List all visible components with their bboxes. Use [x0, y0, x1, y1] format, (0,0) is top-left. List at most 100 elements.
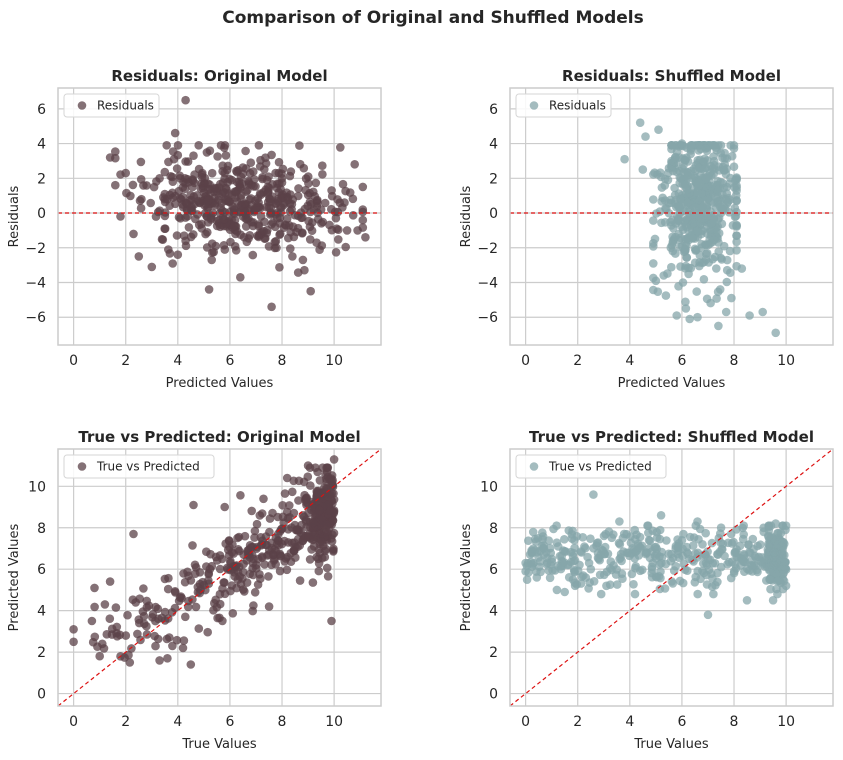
data-point	[151, 602, 160, 612]
data-point	[195, 198, 204, 207]
data-point	[651, 276, 661, 286]
data-point	[204, 285, 214, 294]
data-point	[732, 246, 741, 255]
data-point	[136, 157, 146, 167]
data-point	[353, 226, 362, 235]
data-point	[186, 203, 196, 213]
data-point	[776, 528, 786, 538]
data-point	[668, 215, 677, 225]
data-point	[303, 461, 313, 470]
data-point	[305, 222, 315, 232]
data-point	[315, 506, 324, 515]
data-point	[678, 278, 688, 287]
data-point	[649, 259, 658, 268]
data-point	[703, 554, 713, 564]
plot-frame	[509, 87, 834, 346]
data-point	[549, 524, 558, 534]
data-point	[291, 553, 300, 562]
x-tick-label: 2	[121, 714, 130, 730]
data-point	[649, 242, 658, 251]
data-point	[649, 170, 658, 179]
data-point	[701, 163, 711, 173]
x-tick-label: 10	[325, 714, 343, 730]
data-point	[261, 153, 270, 162]
data-point	[666, 556, 676, 566]
data-point	[264, 602, 274, 611]
data-point	[255, 511, 265, 520]
data-point	[732, 237, 741, 247]
data-point	[264, 183, 274, 193]
data-point	[702, 204, 711, 213]
data-point	[163, 194, 172, 204]
data-point	[611, 570, 621, 579]
data-point	[220, 207, 230, 217]
data-point	[323, 572, 333, 581]
data-point	[189, 500, 198, 510]
data-point	[350, 160, 360, 169]
data-point	[707, 538, 717, 548]
data-point	[690, 244, 700, 254]
data-point	[729, 162, 739, 171]
data-point	[264, 242, 274, 251]
data-point	[271, 236, 281, 246]
data-point	[194, 624, 204, 633]
data-point	[291, 542, 300, 552]
x-tick-label: 6	[225, 353, 234, 369]
y-tick-label: 10	[480, 479, 498, 495]
x-tick-label: 2	[573, 353, 582, 369]
data-point	[615, 517, 624, 526]
data-point	[755, 556, 765, 565]
data-point	[275, 263, 284, 272]
data-point	[570, 536, 579, 545]
data-point	[604, 527, 614, 536]
data-point	[528, 527, 538, 537]
data-point	[295, 576, 305, 585]
data-point	[713, 287, 723, 297]
x-tick-label: 6	[677, 714, 686, 730]
data-point	[681, 244, 690, 254]
data-point	[126, 191, 135, 201]
data-point	[158, 235, 168, 244]
data-point	[302, 494, 311, 504]
data-point	[714, 321, 723, 331]
data-point	[769, 547, 779, 557]
data-point	[189, 230, 198, 239]
data-point	[694, 535, 703, 544]
data-point	[248, 542, 258, 552]
data-point	[155, 174, 164, 183]
data-point	[247, 506, 256, 516]
data-point	[544, 536, 553, 545]
y-tick-label: 2	[489, 171, 498, 187]
data-point	[602, 581, 611, 591]
data-point	[576, 547, 586, 556]
data-point	[693, 178, 702, 188]
data-point	[655, 525, 665, 535]
x-tick-label: 6	[225, 714, 234, 730]
data-point	[596, 589, 606, 599]
data-point	[112, 622, 122, 632]
data-point	[675, 576, 685, 586]
data-point	[667, 262, 676, 272]
data-point	[688, 234, 697, 243]
data-point	[168, 177, 178, 186]
y-tick-label: 0	[489, 687, 498, 703]
data-point	[712, 264, 721, 273]
data-point	[732, 221, 741, 230]
data-point	[272, 214, 282, 223]
data-point	[231, 193, 240, 202]
data-point	[203, 179, 213, 188]
data-point	[662, 536, 671, 545]
scatter-points	[510, 118, 833, 338]
data-point	[254, 198, 263, 207]
x-tick-label: 6	[677, 353, 686, 369]
data-point	[689, 218, 699, 227]
data-point	[176, 214, 185, 223]
data-point	[252, 519, 262, 529]
data-point	[674, 229, 683, 239]
data-point	[272, 243, 281, 253]
data-point	[298, 511, 308, 520]
panel-title: Residuals: Shuffled Model	[562, 67, 781, 85]
data-point	[121, 168, 130, 178]
legend-marker	[77, 462, 87, 471]
data-point	[647, 564, 657, 574]
